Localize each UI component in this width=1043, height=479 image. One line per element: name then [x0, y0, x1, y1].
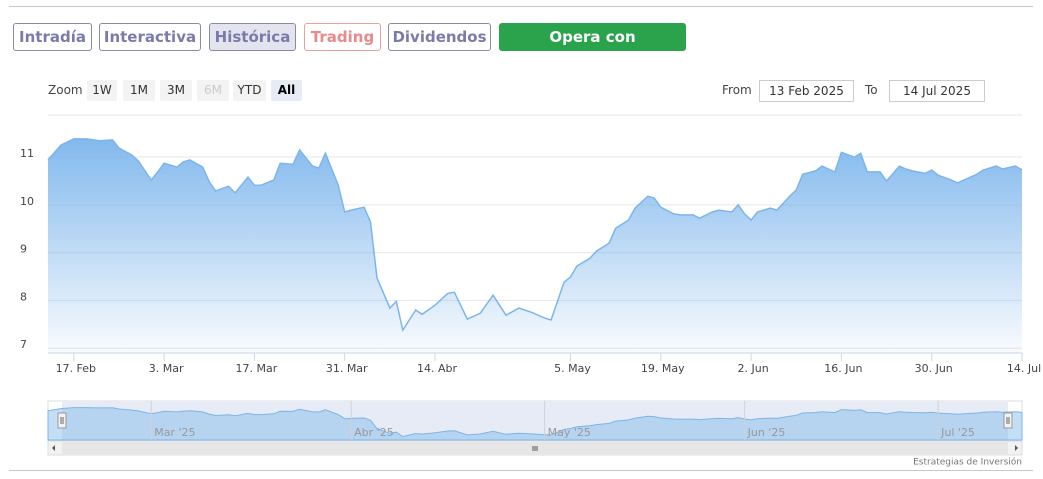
to-input[interactable]: 14 Jul 2025 — [889, 80, 985, 102]
cta-button[interactable]: Opera con Freedom24 — [499, 23, 686, 72]
tab[interactable]: Dividendos — [388, 23, 491, 51]
from-label: From — [722, 83, 752, 97]
tab[interactable]: Trading — [304, 23, 381, 51]
zoom-button[interactable]: 1W — [87, 80, 117, 101]
x-tick-label: 17. Mar — [236, 362, 278, 375]
y-tick-label: 11 — [20, 147, 34, 160]
x-tick-label: 30. Jun — [915, 362, 953, 375]
navigator-tick-label: May '25 — [548, 426, 591, 439]
from-input[interactable]: 13 Feb 2025 — [759, 80, 854, 102]
y-tick-label: 10 — [20, 195, 34, 208]
navigator-tick-label: Jun '25 — [747, 426, 786, 439]
y-tick-label: 7 — [20, 338, 27, 351]
zoom-button[interactable]: YTD — [233, 80, 266, 101]
x-tick-label: 31. Mar — [326, 362, 368, 375]
x-tick-label: 17. Feb — [56, 362, 96, 375]
navigator-handle-grip — [60, 417, 64, 424]
x-tick-label: 5. May — [554, 362, 591, 375]
to-label: To — [865, 83, 878, 97]
zoom-button[interactable]: 3M — [160, 80, 192, 101]
navigator-tick-label: Jul '25 — [940, 426, 975, 439]
navigator-tick-label: Abr '25 — [354, 426, 394, 439]
navigator-area — [47, 407, 1023, 441]
navigator-handle[interactable] — [57, 412, 67, 429]
navigator-tick-label: Mar '25 — [154, 426, 195, 439]
y-tick-label: 9 — [20, 243, 27, 256]
top-rule — [9, 6, 1033, 7]
line — [47, 138, 1023, 333]
x-tick-label: 3. Mar — [149, 362, 184, 375]
zoom-label: Zoom — [48, 83, 83, 97]
zoom-button-disabled: 6M — [197, 80, 229, 101]
navigator-handle[interactable] — [1003, 412, 1013, 429]
x-tick-label: 16. Jun — [824, 362, 862, 375]
tab-active[interactable]: Histórica — [209, 23, 296, 51]
zoom-button-active[interactable]: All — [271, 80, 302, 101]
zoom-button[interactable]: 1M — [123, 80, 155, 101]
credit: Estrategias de Inversión — [913, 457, 1022, 468]
y-tick-label: 8 — [20, 290, 27, 303]
area — [48, 138, 1022, 353]
bottom-rule — [9, 470, 1033, 471]
tab[interactable]: Interactiva — [99, 23, 201, 51]
x-tick-label: 2. Jun — [737, 362, 768, 375]
tab[interactable]: Intradía — [13, 23, 92, 51]
x-tick-label: 14. Jul — [1007, 362, 1041, 375]
scrollbar-grip — [532, 446, 538, 451]
navigator-handle-grip — [1006, 417, 1010, 424]
x-tick-label: 14. Abr — [417, 362, 457, 375]
x-tick-label: 19. May — [641, 362, 685, 375]
